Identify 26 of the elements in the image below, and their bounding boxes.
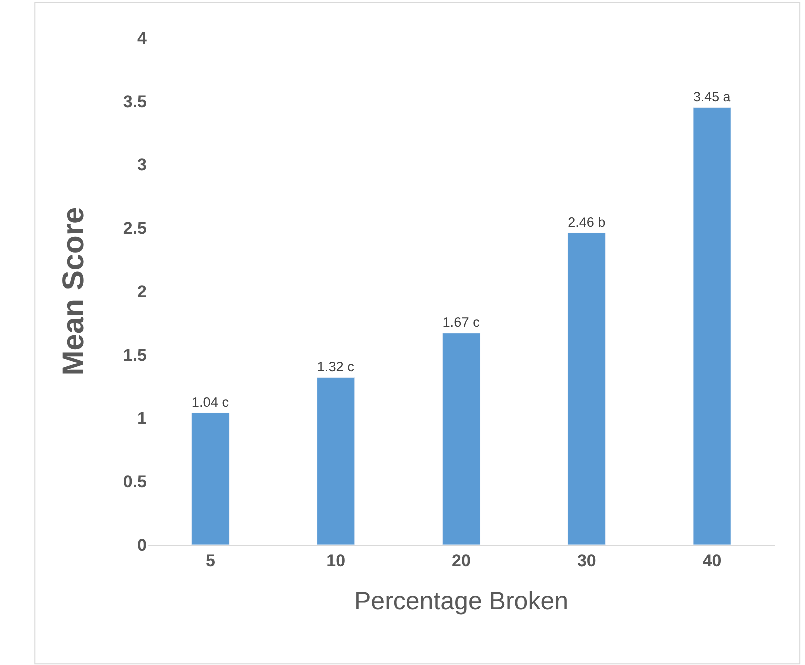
data-label: 2.46 b (568, 215, 606, 230)
x-tick-label: 5 (206, 551, 216, 570)
y-tick-label: 3 (138, 156, 147, 175)
x-tick-label: 10 (326, 551, 346, 570)
data-label: 1.04 c (192, 394, 230, 410)
y-tick-label: 0 (138, 536, 147, 555)
y-tick-label: 3.5 (123, 92, 147, 112)
data-label: 1.32 c (317, 359, 355, 374)
y-tick-label: 0.5 (123, 472, 147, 492)
bar (442, 333, 481, 545)
data-label: 1.67 c (442, 315, 480, 330)
y-tick-label: 2.5 (123, 219, 147, 238)
x-tick-label: 30 (577, 551, 596, 570)
bar (693, 107, 732, 545)
data-label: 3.45 a (694, 90, 732, 105)
y-axis-title: Mean Score (57, 207, 90, 376)
bar (192, 412, 230, 545)
y-tick-label: 4 (138, 28, 148, 48)
x-tick-label: 40 (702, 551, 722, 570)
y-tick-label: 1.5 (123, 346, 147, 365)
y-tick-label: 1 (138, 409, 147, 428)
x-tick-label: 20 (452, 551, 471, 570)
bar (568, 232, 606, 545)
bar (317, 377, 356, 545)
y-tick-label: 2 (138, 282, 147, 302)
x-axis-title: Percentage Broken (354, 587, 569, 616)
